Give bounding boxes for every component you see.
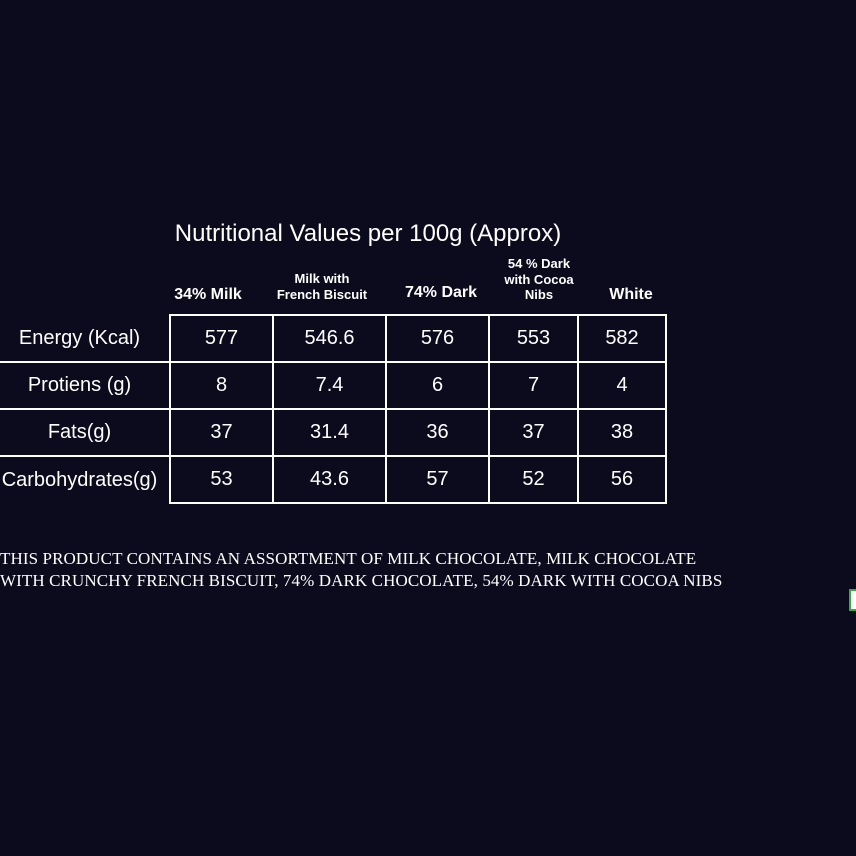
table-cell: 37: [169, 408, 274, 457]
table-cell: 53: [169, 455, 274, 504]
header-line: with Cocoa: [504, 271, 574, 287]
column-header-74-dark: 74% Dark: [396, 283, 486, 302]
table-cell: 37: [488, 408, 579, 457]
table-cell: 36: [385, 408, 490, 457]
table-cell: 553: [488, 314, 579, 363]
table-cell: 582: [577, 314, 667, 363]
table-cell: 57: [385, 455, 490, 504]
table-cell: 546.6: [272, 314, 387, 363]
row-label: Fats(g): [0, 408, 171, 457]
table-row: Carbohydrates(g) 53 43.6 57 52 56: [0, 455, 667, 504]
header-line: 54 % Dark: [507, 256, 571, 271]
table-cell: 576: [385, 314, 490, 363]
table-cell: 6: [385, 361, 490, 410]
veg-mark-icon: [849, 589, 856, 611]
table-row: Energy (Kcal) 577 546.6 576 553 582: [0, 314, 667, 363]
table-cell: 4: [577, 361, 667, 410]
table-row: Protiens (g) 8 7.4 6 7 4: [0, 361, 667, 410]
header-line: Milk with: [294, 271, 350, 286]
column-header-34-milk: 34% Milk: [168, 285, 248, 304]
table-cell: 31.4: [272, 408, 387, 457]
table-title: Nutritional Values per 100g (Approx): [174, 220, 562, 247]
header-line: 74% Dark: [404, 284, 478, 301]
table-cell: 43.6: [272, 455, 387, 504]
product-note: THIS PRODUCT CONTAINS AN ASSORTMENT OF M…: [0, 548, 856, 592]
header-line: French Biscuit: [276, 286, 368, 302]
table-cell: 577: [169, 314, 274, 363]
header-line: White: [609, 286, 653, 303]
row-label: Protiens (g): [0, 361, 171, 410]
table-cell: 38: [577, 408, 667, 457]
note-line: WITH CRUNCHY FRENCH BISCUIT, 74% DARK CH…: [0, 571, 723, 590]
table-row: Fats(g) 37 31.4 36 37 38: [0, 408, 667, 457]
table-cell: 8: [169, 361, 274, 410]
nutrition-table: Energy (Kcal) 577 546.6 576 553 582 Prot…: [0, 314, 667, 504]
column-header-white: White: [596, 285, 666, 304]
header-line: Nibs: [524, 287, 554, 303]
table-cell: 56: [577, 455, 667, 504]
table-cell: 52: [488, 455, 579, 504]
table-cell: 7.4: [272, 361, 387, 410]
column-header-54-dark-cocoa-nibs: 54 % Dark with Cocoa Nibs: [494, 256, 584, 303]
table-cell: 7: [488, 361, 579, 410]
row-label: Carbohydrates(g): [0, 455, 171, 503]
header-line: 34% Milk: [174, 286, 242, 303]
note-line: THIS PRODUCT CONTAINS AN ASSORTMENT OF M…: [0, 549, 697, 568]
column-header-milk-french-biscuit: Milk with French Biscuit: [266, 271, 378, 302]
row-label: Energy (Kcal): [0, 315, 171, 363]
